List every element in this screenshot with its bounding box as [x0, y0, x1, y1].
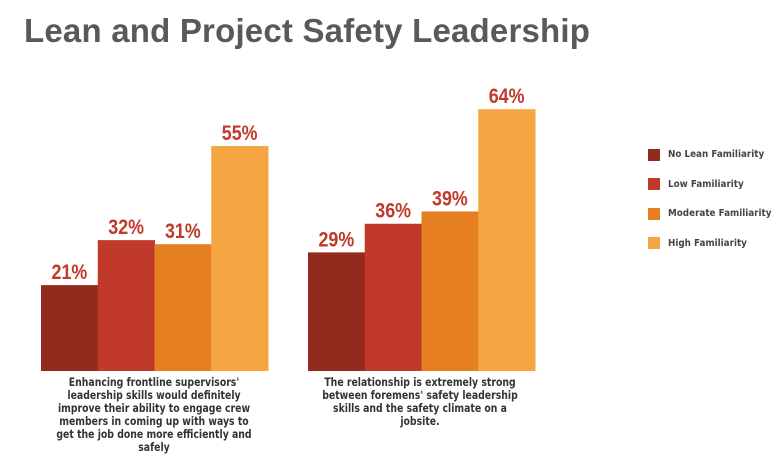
- legend-label: Moderate Familiarity: [668, 208, 772, 220]
- bar-2-low-familiarity: [364, 223, 422, 371]
- legend-swatch: [648, 148, 660, 161]
- data-label: 32%: [108, 216, 144, 240]
- bar-2-no-lean-familiarity: [308, 252, 366, 371]
- legend-item-high: High Familiarity: [648, 229, 781, 259]
- legend-swatch: [648, 237, 660, 250]
- bar-1-high-familiarity: [211, 146, 269, 371]
- data-label: 55%: [222, 122, 258, 146]
- legend-item-no-lean: No Lean Familiarity: [648, 140, 781, 170]
- legend-swatch: [648, 207, 660, 220]
- data-label: 64%: [489, 85, 525, 109]
- legend-label: Low Familiarity: [668, 178, 744, 190]
- legend-swatch: [648, 178, 660, 191]
- bar-chart: 21% 32% 31% 55% 29% 36% 39% 64%: [41, 85, 536, 372]
- legend-item-moderate: Moderate Familiarity: [648, 199, 781, 229]
- chart-title: Lean and Project Safety Leadership: [24, 12, 591, 49]
- legend-item-low: Low Familiarity: [648, 170, 781, 200]
- data-label: 39%: [432, 187, 468, 211]
- bar-1-no-lean-familiarity: [41, 285, 99, 371]
- legend: No Lean Familiarity Low Familiarity Mode…: [648, 140, 781, 258]
- bar-2-high-familiarity: [478, 109, 536, 372]
- data-label: 36%: [375, 199, 411, 223]
- data-label: 31%: [165, 220, 201, 244]
- group-2-caption: The relationship is extremely strong bet…: [322, 375, 518, 428]
- bar-2-moderate-familiarity: [421, 211, 479, 371]
- group-1-caption: Enhancing frontline supervisors' leaders…: [56, 375, 252, 454]
- bar-1-low-familiarity: [97, 240, 155, 371]
- data-label: 29%: [319, 228, 355, 252]
- data-label: 21%: [52, 261, 88, 285]
- legend-label: High Familiarity: [668, 237, 747, 249]
- bar-1-moderate-familiarity: [154, 244, 212, 371]
- legend-label: No Lean Familiarity: [668, 149, 765, 161]
